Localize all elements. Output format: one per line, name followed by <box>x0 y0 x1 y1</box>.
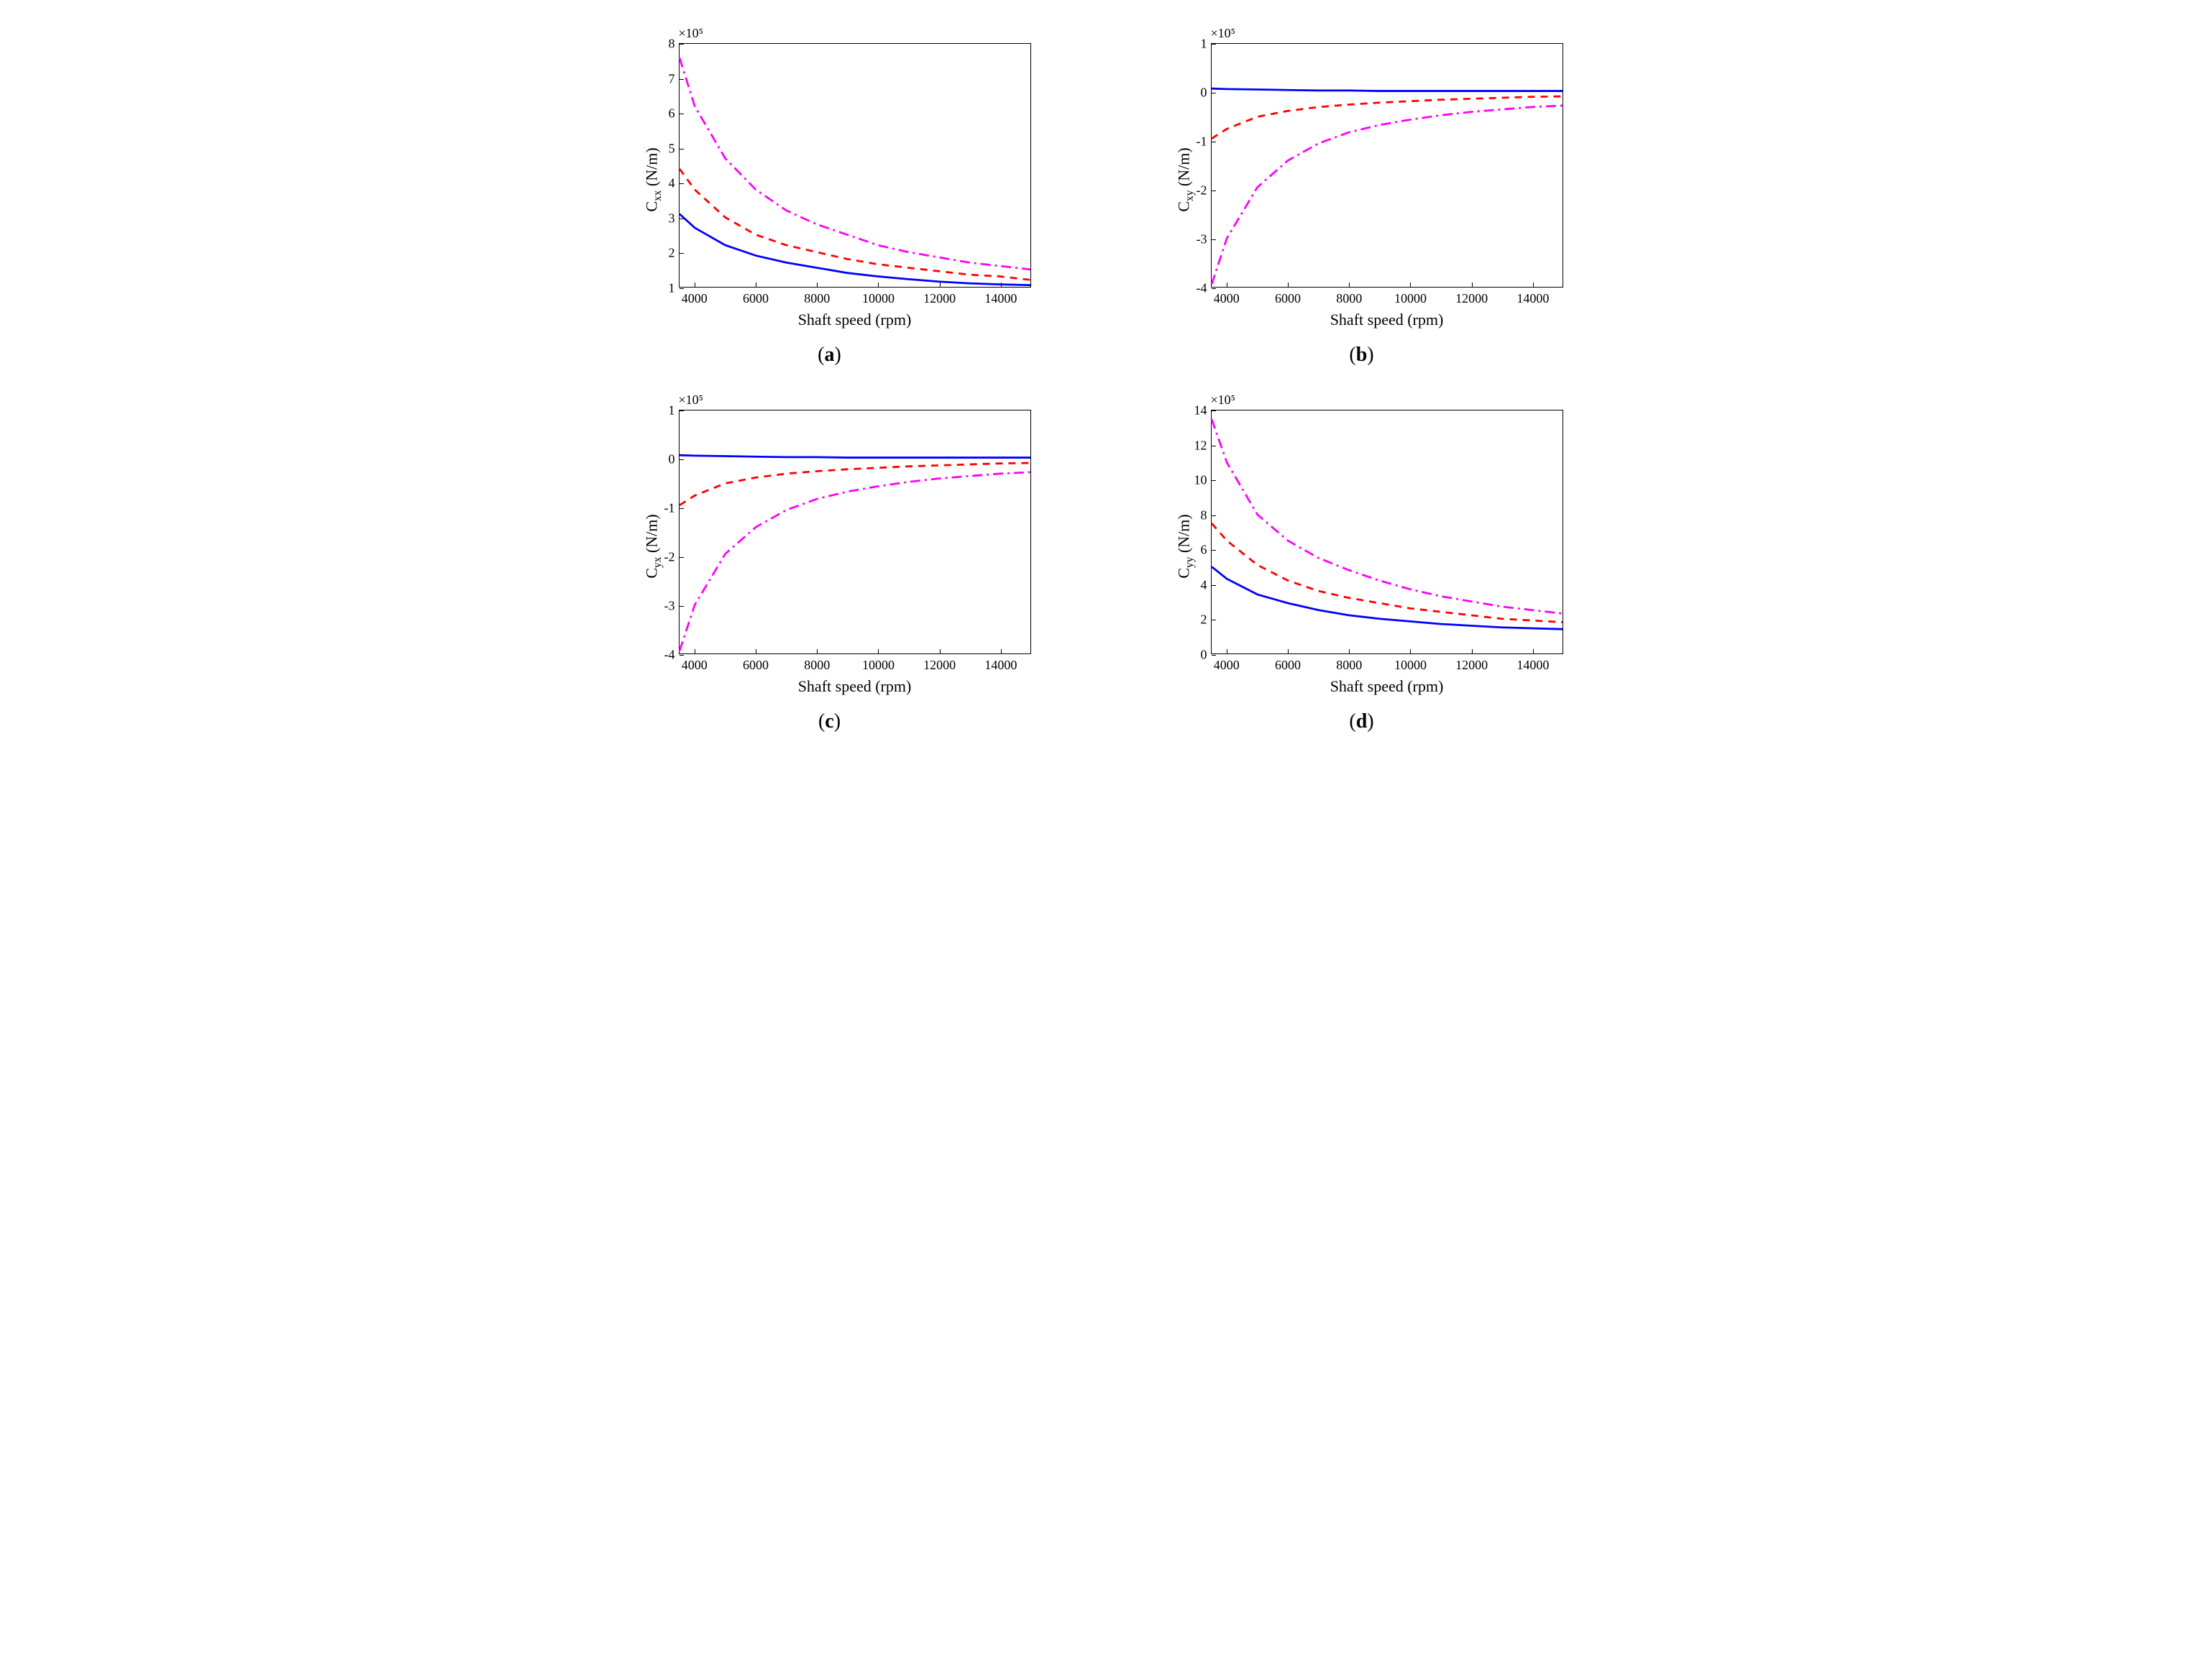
series-line-red_dashed <box>1212 96 1563 139</box>
panel-d: ×10⁵ Cyy (N/m) 0246810121440006000800010… <box>1125 395 1599 733</box>
xlabel-a: Shaft speed (rpm) <box>679 311 1031 329</box>
panel-b: ×10⁵ Cxy (N/m) -4-3-2-101400060008000100… <box>1125 29 1599 367</box>
chart-a: ×10⁵ Cxx (N/m) 1234567840006000800010000… <box>614 29 1046 331</box>
ytick-label: 4 <box>1201 577 1207 592</box>
ytick-label: 6 <box>1201 543 1207 558</box>
series-line-magenta_dashdot <box>680 58 1030 270</box>
ytick-label: 0 <box>669 452 675 467</box>
caption-c: (c) <box>818 710 841 733</box>
caption-d: (d) <box>1349 710 1373 733</box>
xtick-label: 14000 <box>1517 291 1549 306</box>
plot-area-d: 02468101214400060008000100001200014000 <box>1211 410 1563 654</box>
ytick-label: -3 <box>1197 232 1207 247</box>
ytick-label: 14 <box>1194 403 1207 418</box>
panel-c: ×10⁵ Cyx (N/m) -4-3-2-101400060008000100… <box>593 395 1067 733</box>
exp-label-b: ×10⁵ <box>1211 26 1235 41</box>
ytick-label: 3 <box>669 211 675 226</box>
plot-area-c: -4-3-2-101400060008000100001200014000 <box>679 410 1031 654</box>
xtick-label: 12000 <box>923 291 956 306</box>
ylabel-b: Cxy (N/m) <box>1174 147 1196 211</box>
ytick-label: 6 <box>669 106 675 121</box>
ytick-label: 12 <box>1194 438 1207 453</box>
xtick-label: 4000 <box>1214 291 1240 306</box>
xtick-label: 12000 <box>923 658 956 673</box>
ytick-label: 7 <box>669 71 675 86</box>
plot-area-a: 12345678400060008000100001200014000 <box>679 43 1031 288</box>
xtick-label: 8000 <box>1336 658 1362 673</box>
ytick-label: 5 <box>669 141 675 156</box>
ytick-label: 2 <box>1201 612 1207 628</box>
caption-b: (b) <box>1349 344 1373 367</box>
xlabel-c: Shaft speed (rpm) <box>679 677 1031 696</box>
ytick-label: 1 <box>669 281 675 296</box>
ytick-label: -3 <box>664 599 675 614</box>
ytick-label: -4 <box>1197 281 1207 296</box>
ytick-label: 4 <box>669 176 675 191</box>
exp-label-a: ×10⁵ <box>679 26 703 41</box>
xtick-label: 12000 <box>1455 658 1488 673</box>
ytick-label: 10 <box>1194 473 1207 488</box>
exp-label-c: ×10⁵ <box>679 393 703 408</box>
series-svg <box>680 44 1030 287</box>
ytick-label: -1 <box>1197 134 1207 150</box>
xtick-label: 6000 <box>1275 658 1301 673</box>
ylabel-a: Cxx (N/m) <box>642 147 664 211</box>
chart-c: ×10⁵ Cyx (N/m) -4-3-2-101400060008000100… <box>614 395 1046 697</box>
series-line-blue_solid <box>1212 88 1563 91</box>
panel-a: ×10⁵ Cxx (N/m) 1234567840006000800010000… <box>593 29 1067 367</box>
xtick-label: 4000 <box>1214 658 1240 673</box>
series-line-magenta_dashdot <box>1212 106 1563 285</box>
xtick-label: 6000 <box>743 658 769 673</box>
ytick-label: -2 <box>664 550 675 565</box>
series-svg <box>1212 44 1563 287</box>
ytick-label: 8 <box>669 37 675 52</box>
xtick-label: 6000 <box>743 291 769 306</box>
xtick-label: 10000 <box>862 291 895 306</box>
xtick-label: 14000 <box>984 658 1017 673</box>
xtick-label: 14000 <box>1517 658 1549 673</box>
xlabel-d: Shaft speed (rpm) <box>1211 677 1563 696</box>
ylabel-d: Cyy (N/m) <box>1174 514 1196 578</box>
xtick-label: 4000 <box>682 658 708 673</box>
ytick-label: 1 <box>669 403 675 418</box>
series-line-red_dashed <box>680 169 1030 280</box>
caption-a: (a) <box>818 344 841 367</box>
chart-d: ×10⁵ Cyy (N/m) 0246810121440006000800010… <box>1146 395 1578 697</box>
xtick-label: 8000 <box>1336 291 1362 306</box>
ytick-label: -1 <box>664 501 675 516</box>
series-line-red_dashed <box>680 463 1030 505</box>
chart-b: ×10⁵ Cxy (N/m) -4-3-2-101400060008000100… <box>1146 29 1578 331</box>
ytick-label: 2 <box>669 246 675 261</box>
xtick-label: 10000 <box>862 658 895 673</box>
xtick-label: 10000 <box>1394 658 1427 673</box>
xlabel-b: Shaft speed (rpm) <box>1211 311 1563 329</box>
ytick-label: 0 <box>1201 86 1207 101</box>
series-line-magenta_dashdot <box>1212 419 1563 613</box>
xtick-label: 8000 <box>804 658 830 673</box>
xtick-label: 10000 <box>1394 291 1427 306</box>
xtick-label: 6000 <box>1275 291 1301 306</box>
xtick-label: 4000 <box>682 291 708 306</box>
series-line-magenta_dashdot <box>680 472 1030 651</box>
ytick-label: 0 <box>1201 648 1207 663</box>
ytick-label: 8 <box>1201 508 1207 523</box>
ylabel-c: Cyx (N/m) <box>642 514 664 578</box>
xtick-label: 8000 <box>804 291 830 306</box>
xtick-label: 14000 <box>984 291 1017 306</box>
ytick-label: -4 <box>664 648 675 663</box>
xtick-label: 12000 <box>1455 291 1488 306</box>
ytick-label: -2 <box>1197 183 1207 198</box>
ytick-label: 1 <box>1201 37 1207 52</box>
chart-grid: ×10⁵ Cxx (N/m) 1234567840006000800010000… <box>593 29 1599 733</box>
series-svg <box>680 410 1030 653</box>
series-svg <box>1212 410 1563 653</box>
series-line-blue_solid <box>680 455 1030 457</box>
plot-area-b: -4-3-2-101400060008000100001200014000 <box>1211 43 1563 288</box>
exp-label-d: ×10⁵ <box>1211 393 1235 408</box>
